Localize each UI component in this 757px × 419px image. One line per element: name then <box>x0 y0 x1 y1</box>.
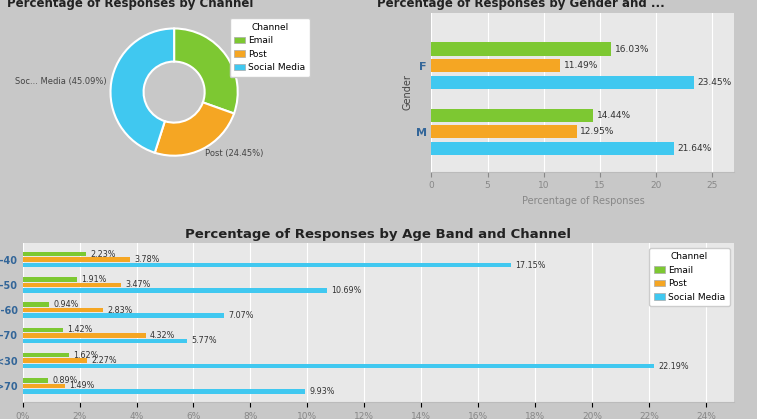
Text: 7.07%: 7.07% <box>228 311 254 320</box>
Text: 3.78%: 3.78% <box>135 255 160 264</box>
Text: 2.27%: 2.27% <box>92 356 117 365</box>
Bar <box>23 358 87 363</box>
Bar <box>23 328 63 332</box>
Text: 23.45%: 23.45% <box>698 78 732 87</box>
X-axis label: Percentage of Responses: Percentage of Responses <box>522 196 644 206</box>
Bar <box>431 59 560 72</box>
Text: 5.77%: 5.77% <box>192 336 217 345</box>
Title: Percentage of Responses by Age Band and Channel: Percentage of Responses by Age Band and … <box>185 228 572 241</box>
Text: 0.89%: 0.89% <box>52 376 78 385</box>
Text: 16.03%: 16.03% <box>615 44 650 54</box>
Bar <box>23 263 511 267</box>
Text: Percentage of Responses by Gender and ...: Percentage of Responses by Gender and ..… <box>377 0 665 10</box>
Text: 1.42%: 1.42% <box>67 325 93 334</box>
Bar <box>23 389 305 394</box>
Bar <box>431 109 593 122</box>
Bar <box>23 288 327 293</box>
Text: 1.49%: 1.49% <box>70 381 95 391</box>
Text: 12.95%: 12.95% <box>580 127 615 136</box>
Bar <box>23 257 130 262</box>
Bar <box>23 252 86 256</box>
Bar <box>23 333 145 338</box>
Bar <box>23 313 224 318</box>
Bar <box>23 282 121 287</box>
Text: 3.47%: 3.47% <box>126 280 151 290</box>
Text: 2.23%: 2.23% <box>90 250 116 259</box>
Bar <box>23 383 65 388</box>
Bar <box>431 42 611 56</box>
Text: 9.93%: 9.93% <box>310 387 335 396</box>
Text: 22.19%: 22.19% <box>659 362 689 371</box>
Bar <box>23 277 77 282</box>
Bar <box>23 364 654 368</box>
Bar <box>23 353 69 357</box>
Bar <box>431 75 694 89</box>
Text: 1.91%: 1.91% <box>81 275 107 284</box>
Text: 1.62%: 1.62% <box>73 351 98 360</box>
Text: 11.49%: 11.49% <box>564 61 598 70</box>
Bar <box>23 378 48 383</box>
Bar <box>431 125 577 139</box>
Text: 21.64%: 21.64% <box>678 144 712 153</box>
Text: 0.94%: 0.94% <box>54 300 79 309</box>
Bar <box>23 339 187 343</box>
Text: 17.15%: 17.15% <box>515 261 546 270</box>
Bar <box>23 302 49 307</box>
Text: 2.83%: 2.83% <box>107 305 133 315</box>
Text: 10.69%: 10.69% <box>332 286 362 295</box>
Text: 4.32%: 4.32% <box>150 331 176 340</box>
Y-axis label: Gender: Gender <box>403 74 413 110</box>
Legend: Email, Post, Social Media: Email, Post, Social Media <box>650 248 730 306</box>
Text: 14.44%: 14.44% <box>597 111 631 120</box>
Bar <box>431 142 674 155</box>
Bar <box>23 308 103 313</box>
